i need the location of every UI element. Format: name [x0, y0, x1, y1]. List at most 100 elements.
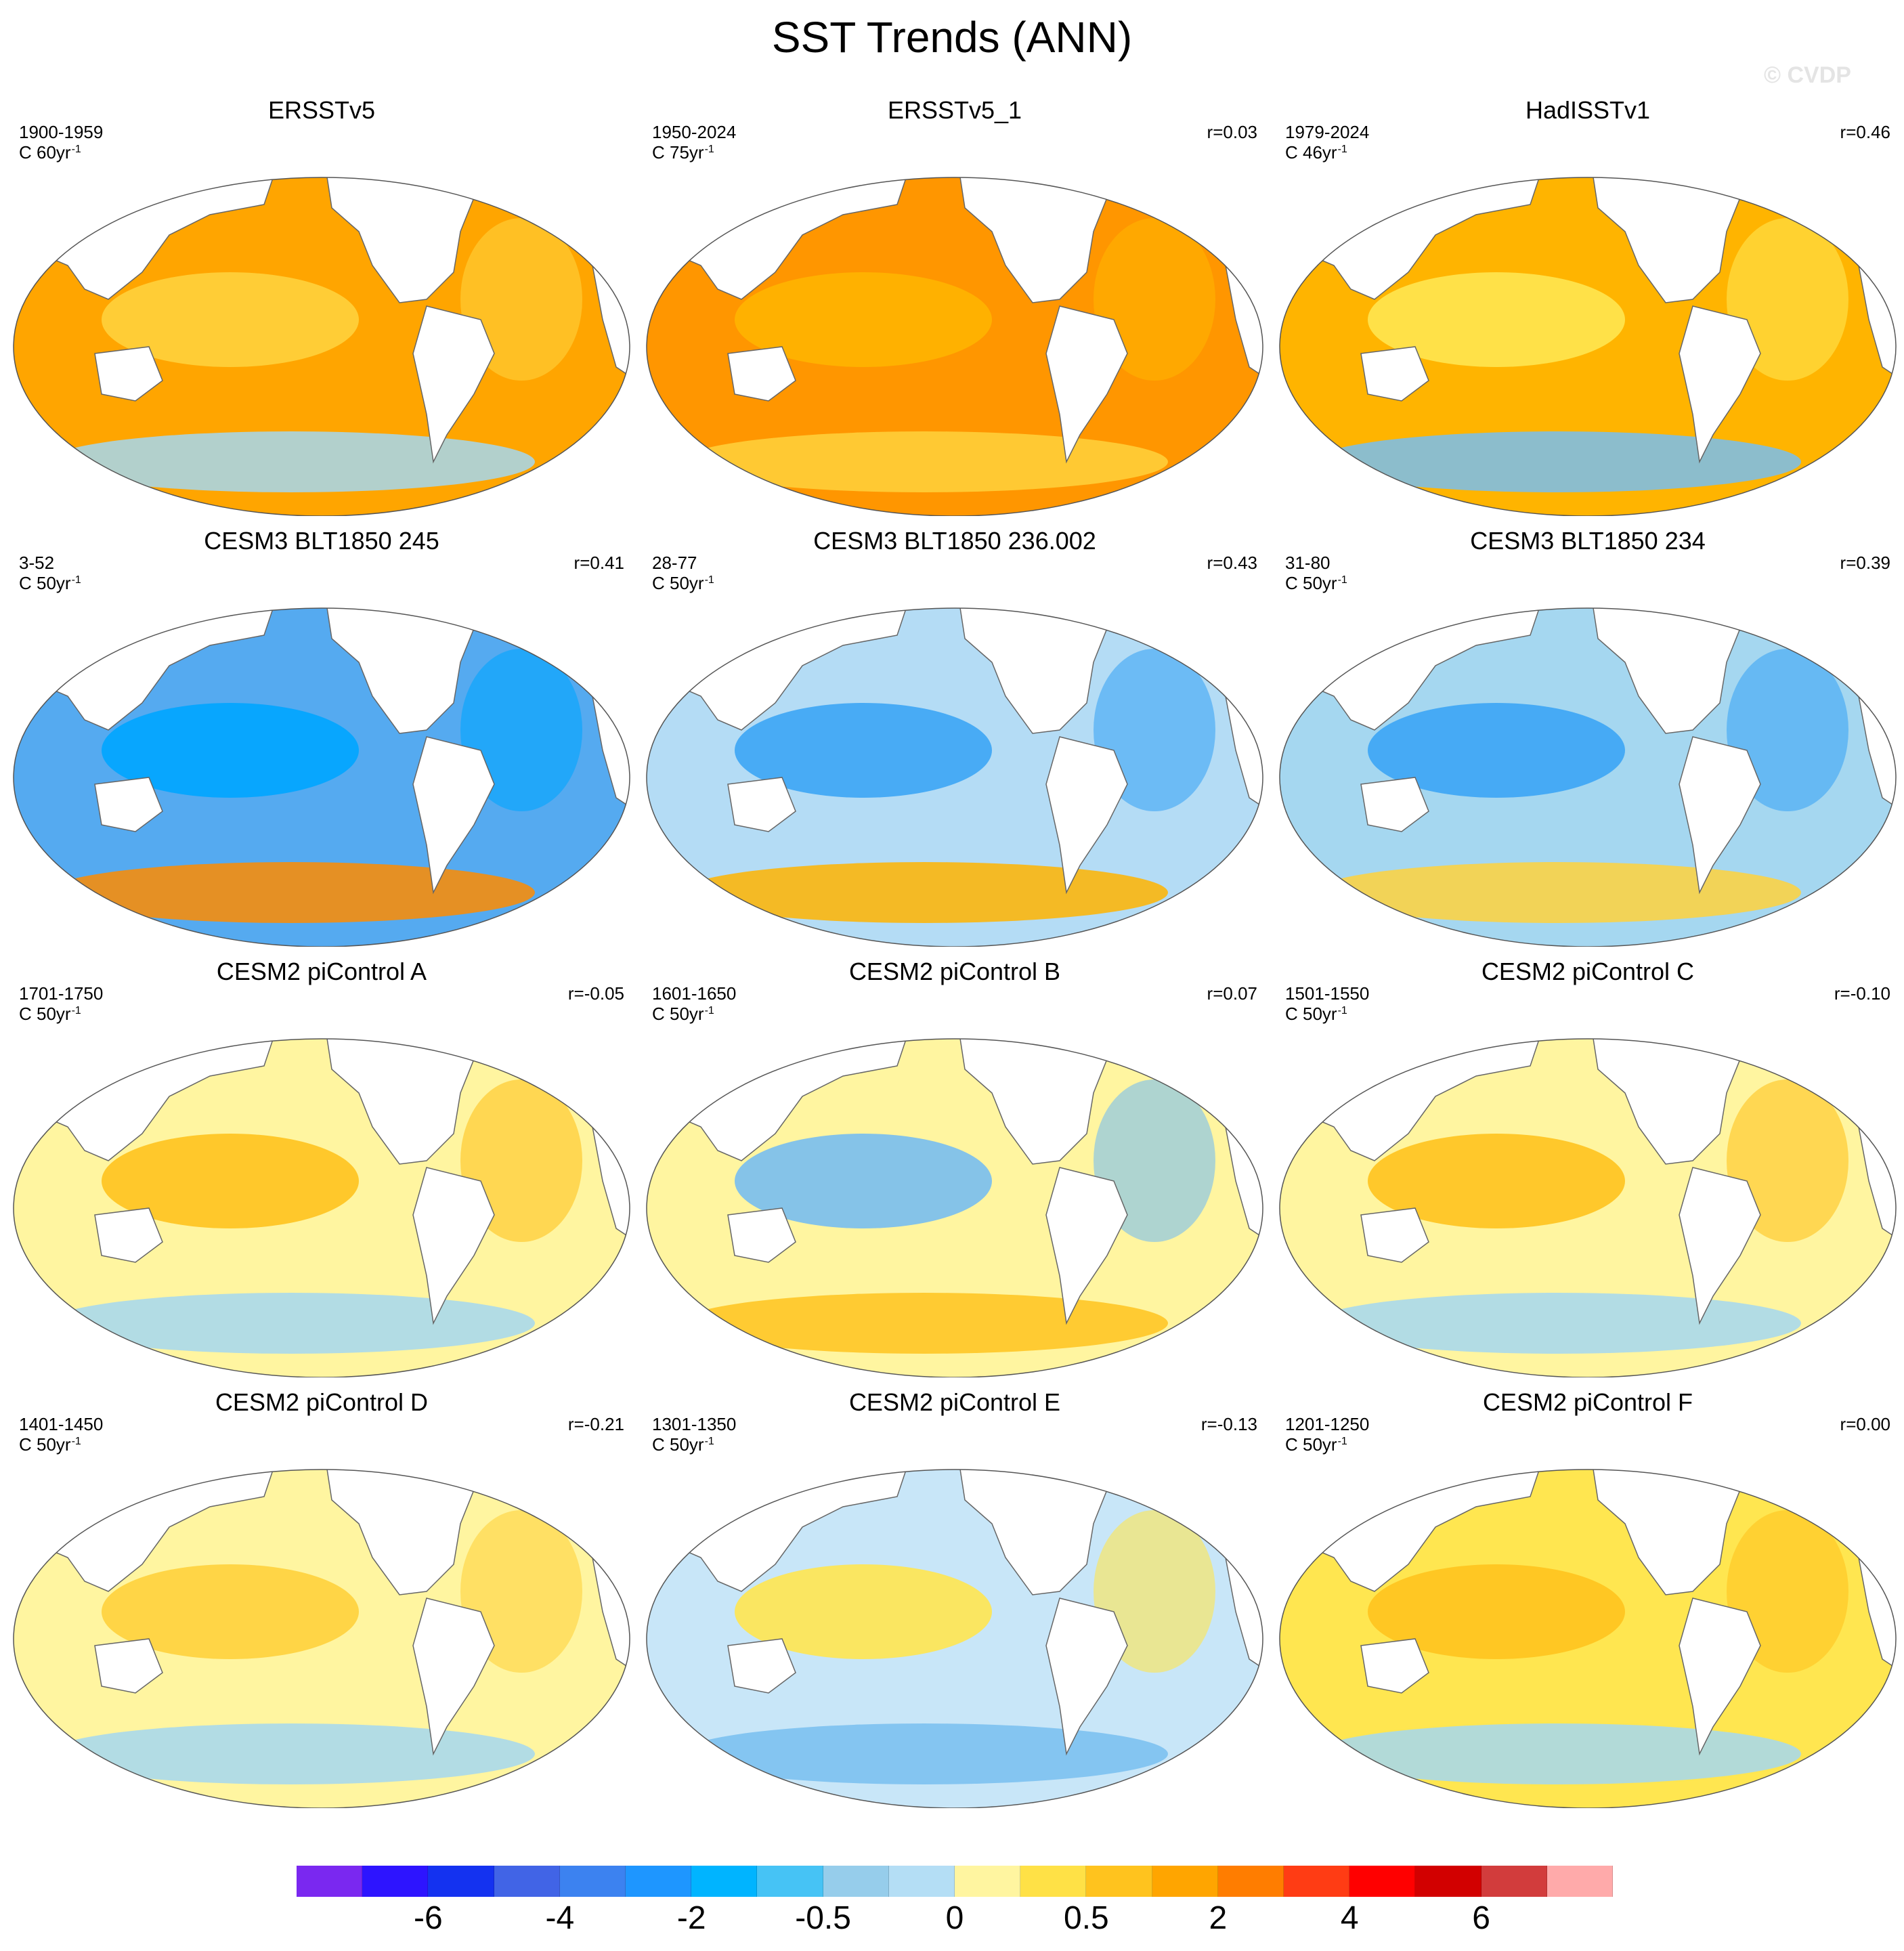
map-outline — [646, 607, 1263, 947]
units-exponent: -1 — [704, 1436, 714, 1447]
australia-land — [1360, 1638, 1429, 1694]
greenland-land — [452, 1470, 509, 1491]
greenland-land — [452, 1039, 509, 1060]
sst-trend-map — [13, 1038, 630, 1377]
map-outline — [13, 607, 630, 947]
units-text: C 50yr — [652, 1434, 704, 1455]
australia-land — [727, 346, 796, 402]
colorbar-tick-label: -0.5 — [795, 1900, 851, 1936]
panel-title: CESM3 BLT1850 234 — [1470, 527, 1706, 555]
panel-correlation: r=-0.10 — [1834, 983, 1890, 1004]
colorbar-box — [955, 1866, 1021, 1897]
panel-title: CESM3 BLT1850 236.002 — [813, 527, 1096, 555]
sst-trend-map — [13, 177, 630, 516]
map-outline — [13, 177, 630, 516]
panel-correlation: r=0.00 — [1840, 1414, 1890, 1434]
panel-title: CESM2 piControl D — [215, 1388, 429, 1416]
south-america-land — [1045, 1167, 1128, 1325]
units-text: C 50yr — [1285, 1004, 1337, 1024]
colorbar-tick-label: 0.5 — [1064, 1900, 1109, 1936]
units-text: C 75yr — [652, 142, 704, 163]
south-america-land — [1679, 736, 1761, 895]
colorbar-box — [1349, 1866, 1416, 1897]
trend-pattern-southern-ocean — [680, 431, 1168, 492]
colorbar-box — [888, 1866, 955, 1897]
panel-years: 1950-2024 — [652, 122, 737, 142]
trend-pattern-pacific — [735, 272, 992, 367]
panel-title: CESM2 piControl A — [216, 958, 427, 985]
trend-pattern-pacific — [102, 703, 359, 798]
panel-units: C 75yr-1 — [652, 142, 714, 163]
greenland-land — [1085, 1039, 1142, 1060]
trend-pattern-pacific — [1368, 703, 1625, 798]
colorbar — [297, 1866, 1613, 1897]
sst-trend-map — [1279, 1469, 1897, 1808]
greenland-land — [452, 177, 509, 198]
sst-trend-map — [1279, 607, 1897, 947]
colorbar-box — [1415, 1866, 1481, 1897]
sst-trend-map — [13, 607, 630, 947]
panel-years: 1401-1450 — [19, 1414, 104, 1434]
units-text: C 60yr — [19, 142, 71, 163]
greenland-land — [452, 608, 509, 629]
panel-correlation: r=0.39 — [1840, 553, 1890, 573]
colorbar-box — [1020, 1866, 1087, 1897]
panel-correlation: r=-0.05 — [567, 983, 624, 1004]
trend-pattern-southern-ocean — [47, 1723, 535, 1784]
australia-land — [727, 1207, 796, 1263]
sst-trend-map — [1279, 177, 1897, 516]
trend-pattern-pacific — [102, 272, 359, 367]
panel-years: 31-80 — [1285, 553, 1330, 573]
australia-land — [94, 1207, 163, 1263]
colorbar-box — [559, 1866, 626, 1897]
panel-title: CESM2 piControl F — [1482, 1388, 1693, 1416]
units-exponent: -1 — [71, 1005, 81, 1016]
units-text: C 50yr — [652, 573, 704, 593]
greenland-land — [1718, 1470, 1775, 1491]
trend-pattern-atlantic — [1094, 1079, 1215, 1242]
units-text: C 50yr — [19, 573, 71, 593]
panel-title: HadISSTv1 — [1525, 96, 1651, 124]
trend-pattern-pacific — [735, 1564, 992, 1659]
map-panel: CESM2 piControl B 1601-1650 C 50yr-1 r=0.07 — [640, 958, 1270, 1377]
colorbar-box — [1546, 1866, 1613, 1897]
map-panel: HadISSTv1 1979-2024 C 46yr-1 r=0.46 — [1273, 96, 1903, 516]
panel-units: C 50yr-1 — [19, 1004, 81, 1025]
south-america-land — [1679, 1167, 1761, 1325]
units-text: C 46yr — [1285, 142, 1337, 163]
sst-trend-map — [646, 177, 1263, 516]
panel-units: C 46yr-1 — [1285, 142, 1347, 163]
units-exponent: -1 — [71, 144, 81, 155]
map-panel: CESM3 BLT1850 236.002 28-77 C 50yr-1 r=0.43 — [640, 527, 1270, 947]
trend-pattern-southern-ocean — [47, 862, 535, 923]
map-panel: CESM2 piControl C 1501-1550 C 50yr-1 r=-0.1… — [1273, 958, 1903, 1377]
colorbar-tick-label: 2 — [1209, 1900, 1228, 1936]
australia-land — [1360, 1207, 1429, 1263]
sst-trend-map — [13, 1469, 630, 1808]
sst-trend-map — [646, 1038, 1263, 1377]
panel-units: C 50yr-1 — [652, 573, 714, 594]
colorbar-tick-label: -4 — [545, 1900, 575, 1936]
map-outline — [1279, 177, 1897, 516]
trend-pattern-atlantic — [1094, 218, 1215, 381]
panel-correlation: r=0.46 — [1840, 122, 1890, 142]
panel-years: 1979-2024 — [1285, 122, 1370, 142]
trend-pattern-southern-ocean — [47, 1293, 535, 1354]
map-panel: CESM3 BLT1850 234 31-80 C 50yr-1 r=0.39 — [1273, 527, 1903, 947]
panel-years: 3-52 — [19, 553, 55, 573]
trend-pattern-pacific — [102, 1134, 359, 1228]
panel-years: 1601-1650 — [652, 983, 737, 1004]
colorbar-box — [297, 1866, 363, 1897]
units-exponent: -1 — [71, 574, 81, 586]
units-exponent: -1 — [704, 1005, 714, 1016]
south-america-land — [412, 1598, 495, 1756]
sst-trend-map — [646, 1469, 1263, 1808]
map-panel: ERSSTv5_1 1950-2024 C 75yr-1 r=0.03 — [640, 96, 1270, 516]
units-exponent: -1 — [1337, 1436, 1347, 1447]
trend-pattern-pacific — [735, 703, 992, 798]
colorbar-tick-label: 0 — [945, 1900, 964, 1936]
trend-pattern-atlantic — [460, 1079, 582, 1242]
greenland-land — [1085, 177, 1142, 198]
trend-pattern-pacific — [1368, 272, 1625, 367]
panel-correlation: r=0.43 — [1207, 553, 1257, 573]
